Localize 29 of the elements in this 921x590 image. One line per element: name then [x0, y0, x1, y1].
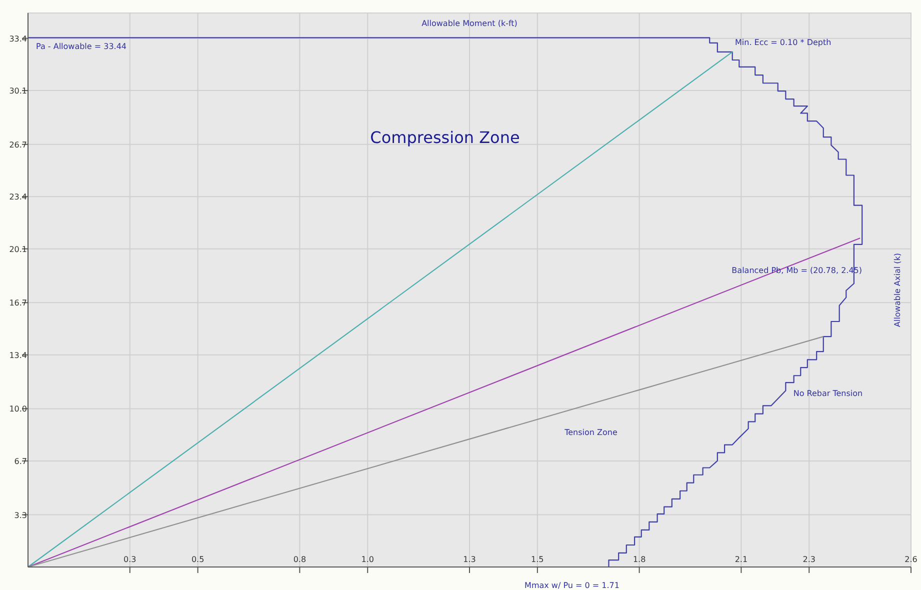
annotation: Tension Zone: [564, 428, 618, 437]
annotation: Min. Ecc = 0.10 * Depth: [735, 38, 832, 47]
y-tick-label: 26.7: [9, 140, 27, 150]
x-tick-label: 1.8: [632, 555, 646, 564]
x-tick-label: 0.3: [124, 555, 136, 564]
x-tick-label: 1.3: [463, 555, 476, 564]
y-tick-label: 23.4: [9, 192, 27, 202]
annotation: Pa - Allowable = 33.44: [36, 42, 127, 51]
y-tick-label: 10.0: [9, 404, 27, 414]
y-axis-title: Allowable Axial (k): [893, 253, 902, 327]
y-tick-label: 33.4: [9, 34, 27, 44]
y-tick-label: 30.1: [9, 86, 27, 96]
x-tick-label: 1.0: [361, 555, 374, 564]
x-tick-label: 2.1: [734, 555, 748, 564]
text: Mmax w/ Pu = 0 = 1.71: [524, 581, 620, 590]
annotation: Compression Zone: [370, 128, 520, 147]
y-tick-label: 13.4: [9, 350, 27, 360]
x-tick-label: 2.3: [802, 555, 816, 564]
x-tick-label: 2.6: [904, 555, 918, 564]
x-axis-title: Allowable Moment (k-ft): [422, 19, 518, 28]
annotation: No Rebar Tension: [793, 389, 863, 398]
x-tick-label: 1.5: [531, 555, 544, 564]
x-tick-label: 0.8: [293, 555, 306, 564]
y-tick-label: 3.3: [14, 510, 27, 520]
line-series: [27, 37, 863, 568]
y-tick-label: 6.7: [14, 456, 27, 466]
x-tick-label: 0.5: [191, 555, 204, 564]
y-tick-label: 16.7: [9, 298, 27, 308]
y-tick-label: 20.1: [9, 244, 27, 254]
